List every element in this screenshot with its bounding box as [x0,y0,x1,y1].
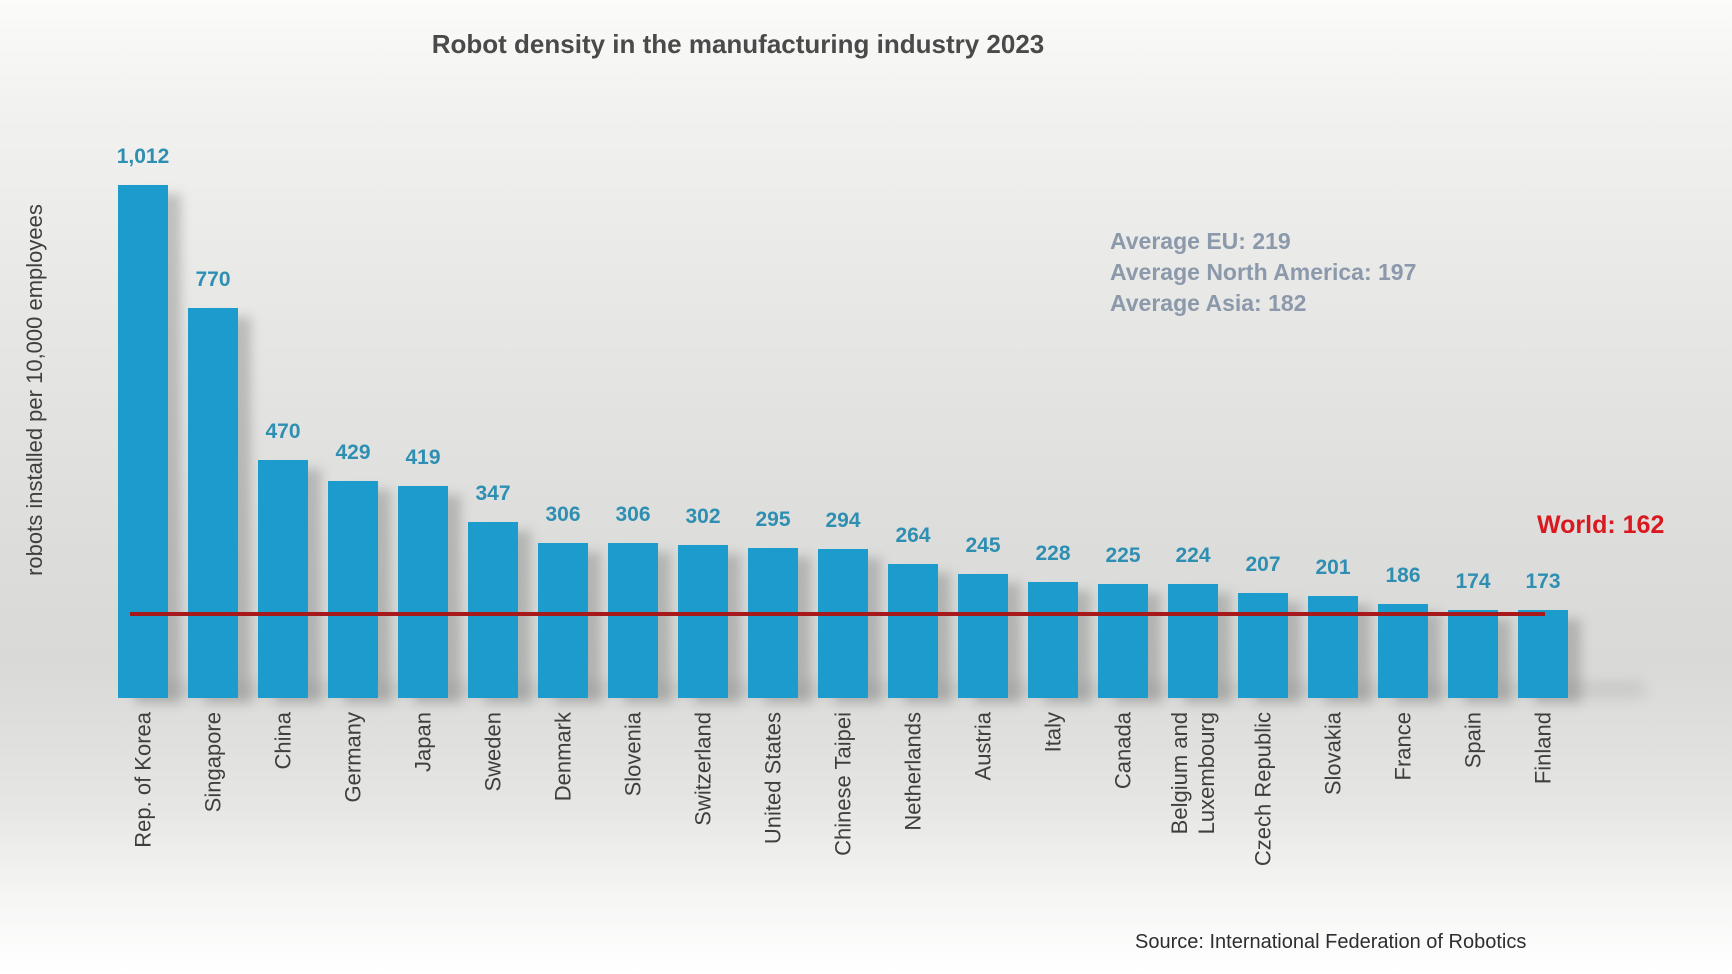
bar-value-label: 294 [825,509,861,532]
chart-title: Robot density in the manufacturing indus… [431,29,1045,59]
bar [1238,593,1288,698]
y-axis-label: robots installed per 10,000 employees [22,204,47,576]
x-axis-label: Sweden [480,712,506,792]
bar-value-label: 1,012 [116,145,170,168]
x-axis-label: Netherlands [900,712,926,831]
bar-value-label: 429 [335,441,371,464]
bar-value-label: 419 [405,446,441,469]
bar [1028,582,1078,698]
bar [748,548,798,698]
x-axis-label: Italy [1040,712,1066,753]
bar-value-label: 347 [475,482,511,505]
x-axis-label: Denmark [550,712,576,802]
bar [1168,584,1218,698]
regional-averages-annotation: Average EU: 219 Average North America: 1… [1110,226,1416,319]
bar-value-label: 186 [1385,564,1421,587]
bar-value-label: 201 [1315,556,1351,579]
bar-value-label: 302 [685,505,721,528]
bar [538,543,588,698]
bar [608,543,658,698]
x-axis-label: Slovakia [1320,712,1346,796]
x-axis-label: Austria [970,712,996,781]
bar-value-label: 295 [755,508,791,531]
bar-value-label: 173 [1525,570,1561,593]
bar-value-label: 264 [895,524,931,547]
bar [818,549,868,698]
x-axis-label: Belgium and Luxembourg [1167,712,1219,835]
x-axis-label: Rep. of Korea [130,712,156,848]
x-axis-label: Chinese Taipei [830,712,856,856]
bar-value-label: 470 [265,420,301,443]
bar [118,185,168,698]
x-axis-label: Spain [1460,712,1486,769]
bar [888,564,938,698]
bar-value-label: 228 [1035,542,1071,565]
bar [1378,604,1428,698]
average-eu-text: Average EU: 219 [1110,228,1291,254]
x-axis-label: Finland [1530,712,1556,785]
x-axis-label: France [1390,712,1416,781]
x-axis-label: Czech Republic [1250,712,1276,867]
bar [1518,610,1568,698]
bar [1448,610,1498,698]
world-average-label: World: 162 [1537,511,1665,539]
source-note: Source: International Federation of Robo… [1135,931,1527,953]
world-average-line [130,612,1545,616]
bar [398,486,448,698]
x-axis-label: Canada [1110,712,1136,790]
bar-value-label: 207 [1245,553,1281,576]
average-north-america-text: Average North America: 197 [1110,259,1417,285]
bar-value-label: 225 [1105,544,1141,567]
x-axis-label: Japan [410,712,436,772]
bar [958,574,1008,698]
bar [678,545,728,698]
bar-value-label: 174 [1455,570,1491,593]
bar-value-label: 224 [1175,544,1211,567]
bar-value-label: 245 [965,534,1001,557]
x-axis-label: China [270,712,296,770]
x-axis-label: Switzerland [690,712,716,826]
bar [1098,584,1148,698]
bar [258,460,308,698]
bar-value-label: 306 [615,503,651,526]
bar-value-label: 306 [545,503,581,526]
bar-value-label: 770 [195,268,231,291]
x-axis-label: Slovenia [620,712,646,797]
bar [468,522,518,698]
x-axis-label: United States [760,712,786,845]
x-axis-label: Germany [340,712,366,803]
bar [188,308,238,698]
bar [328,481,378,698]
average-asia-text: Average Asia: 182 [1110,290,1307,316]
x-axis-label: Singapore [200,712,226,813]
